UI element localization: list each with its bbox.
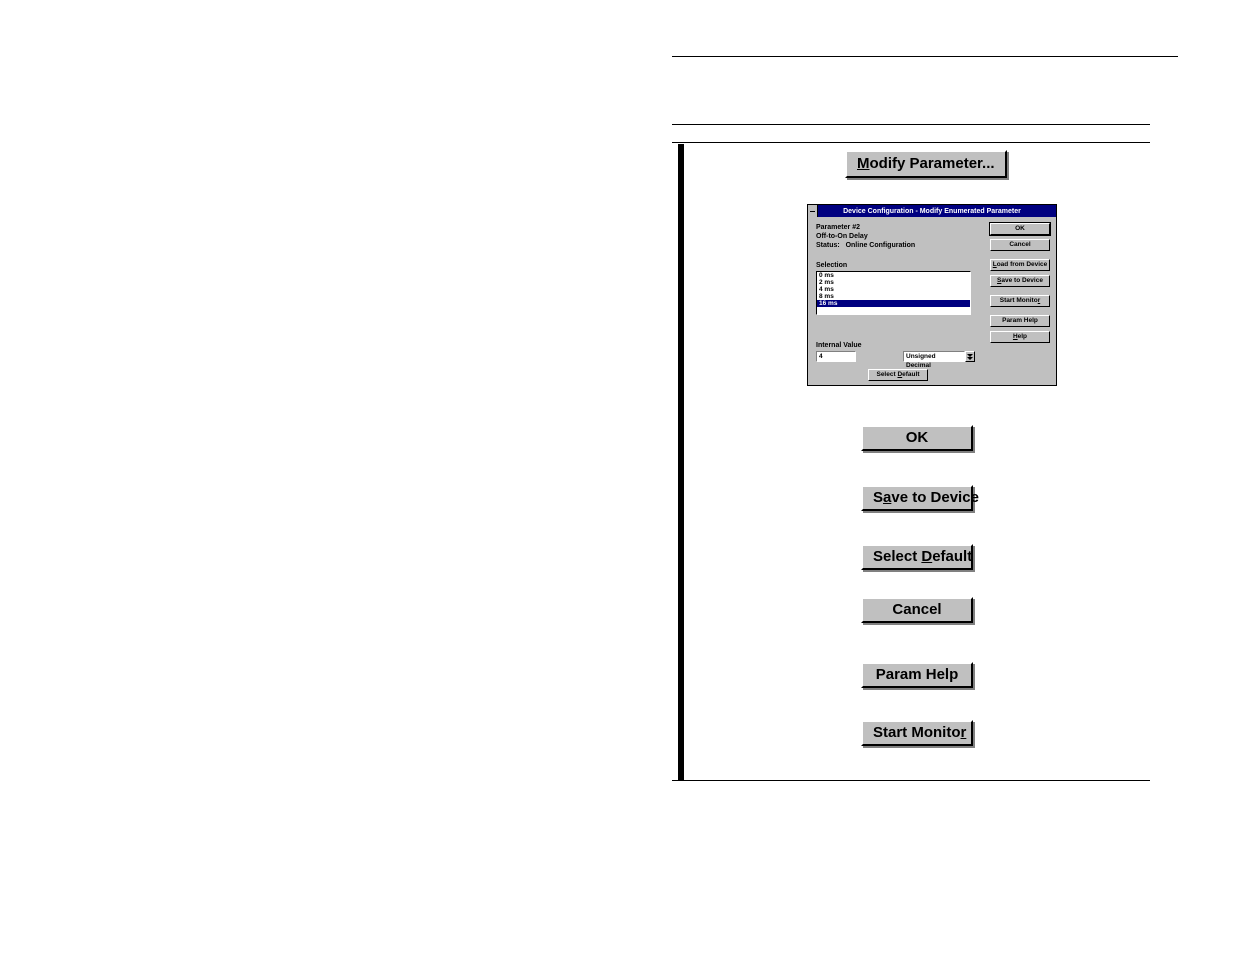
select-default-button[interactable]: Select Default	[861, 544, 973, 570]
dialog-ok-label: OK	[1015, 225, 1025, 232]
rule-4	[672, 780, 1150, 781]
format-combo[interactable]: Unsigned Decimal	[903, 351, 975, 362]
list-item[interactable]: 0 ms	[817, 272, 970, 279]
dialog-cancel-button[interactable]: Cancel	[990, 239, 1050, 251]
dialog-param-help-button[interactable]: Param Help	[990, 315, 1050, 327]
format-value: Unsigned Decimal	[906, 353, 936, 369]
dialog-save-label-post: ave to Device	[1001, 277, 1043, 284]
save-to-device-button[interactable]: Save to Device	[861, 485, 973, 511]
start-monitor-label-u: r	[961, 724, 967, 741]
param-info: Parameter #2 Off-to-On Delay Status: Onl…	[816, 223, 915, 250]
dialog-save-button[interactable]: Save to Device	[990, 275, 1050, 287]
list-item[interactable]: 4 ms	[817, 286, 970, 293]
dialog-start-monitor-label-u: r	[1038, 297, 1041, 304]
param-number: Parameter #2	[816, 223, 915, 232]
ok-label: OK	[906, 429, 929, 446]
modify-parameter-label-post: odify Parameter...	[870, 155, 995, 172]
rule-2	[672, 124, 1150, 125]
dialog-start-monitor-label-pre: Start Monito	[1000, 297, 1038, 304]
section-left-bar	[678, 144, 684, 780]
start-monitor-label-pre: Start Monito	[873, 724, 961, 741]
save-label-post: ve to Device	[891, 489, 979, 506]
modify-parameter-dialog: Device Configuration - Modify Enumerated…	[807, 204, 1057, 386]
dialog-start-monitor-button[interactable]: Start Monitor	[990, 295, 1050, 307]
dialog-ok-button[interactable]: OK	[990, 223, 1050, 235]
internal-value-field[interactable]: 4	[816, 351, 856, 362]
dialog-title: Device Configuration - Modify Enumerated…	[843, 208, 1021, 215]
select-default-label-u: D	[921, 548, 932, 565]
list-item[interactable]: 2 ms	[817, 279, 970, 286]
combo-arrow-icon[interactable]	[965, 351, 975, 362]
dialog-select-default-button[interactable]: Select Default	[868, 369, 928, 381]
param-help-button[interactable]: Param Help	[861, 662, 973, 688]
list-item[interactable]: 8 ms	[817, 293, 970, 300]
internal-value-label: Internal Value	[816, 341, 862, 350]
dialog-select-default-post: efault	[902, 371, 919, 378]
modify-parameter-button[interactable]: Modify Parameter...	[845, 150, 1007, 178]
page: Modify Parameter... Device Configuration…	[0, 0, 1235, 954]
param-name: Off-to-On Delay	[816, 232, 915, 241]
param-help-label: Param Help	[876, 666, 959, 683]
dialog-help-label-post: elp	[1018, 333, 1027, 340]
dialog-cancel-label: Cancel	[1009, 241, 1030, 248]
save-label-pre: S	[873, 489, 883, 506]
dialog-titlebar: Device Configuration - Modify Enumerated…	[808, 205, 1056, 217]
internal-value-text: 4	[819, 353, 823, 360]
dialog-select-default-pre: Select	[876, 371, 897, 378]
cancel-button[interactable]: Cancel	[861, 597, 973, 623]
modify-parameter-label-u: M	[857, 155, 870, 172]
selection-label: Selection	[816, 261, 847, 270]
start-monitor-button[interactable]: Start Monitor	[861, 720, 973, 746]
dialog-param-help-label: Param Help	[1002, 317, 1038, 324]
sysmenu-icon[interactable]	[808, 205, 818, 217]
select-default-label-pre: Select	[873, 548, 921, 565]
selection-listbox[interactable]: 0 ms 2 ms 4 ms 8 ms 16 ms	[816, 271, 971, 315]
status-label: Status:	[816, 242, 840, 249]
rule-1	[672, 56, 1178, 57]
select-default-label-post: efault	[932, 548, 972, 565]
ok-button[interactable]: OK	[861, 425, 973, 451]
rule-3	[672, 142, 1150, 143]
list-item-selected[interactable]: 16 ms	[817, 300, 970, 307]
dialog-load-button[interactable]: Load from Device	[990, 259, 1050, 271]
dialog-help-button[interactable]: Help	[990, 331, 1050, 343]
dialog-load-label-post: oad from Device	[997, 261, 1048, 268]
cancel-label: Cancel	[892, 601, 941, 618]
status-value: Online Configuration	[846, 242, 916, 249]
